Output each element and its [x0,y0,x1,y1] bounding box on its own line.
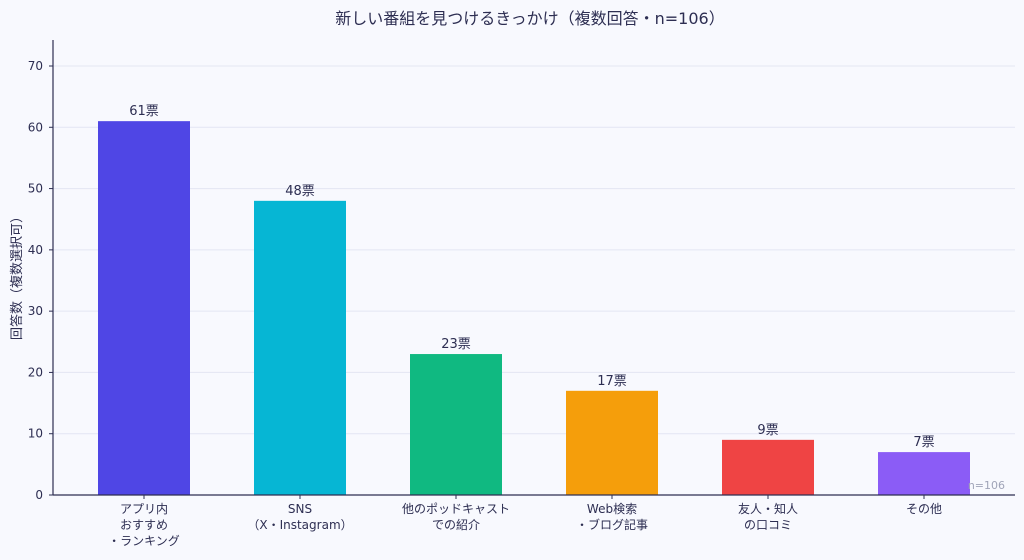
x-tick-label: Web検索 [587,502,637,516]
data-label: 7票 [913,435,934,450]
y-tick-label: 70 [28,59,43,73]
bar [566,390,658,495]
x-tick-label: おすすめ [120,518,168,532]
x-tick-label: での紹介 [432,518,480,532]
sample-size-annotation: n=106 [968,479,1005,492]
y-tick-label: 40 [28,243,43,257]
x-tick-label: その他 [906,502,942,516]
x-tick-label: SNS [288,502,312,516]
x-tick-label: （X・Instagram） [247,518,352,532]
bar [722,439,814,495]
chart-title: 新しい番組を見つけるきっかけ（複数回答・n=106） [335,9,724,28]
data-label: 9票 [757,423,778,438]
x-tick-label: アプリ内 [120,502,168,516]
data-label: 48票 [285,184,315,199]
y-tick-label: 30 [28,304,43,318]
bar [98,121,190,496]
y-tick-label: 60 [28,120,43,134]
y-axis-label: 回答数（複数選択可） [9,210,25,340]
bar [410,354,502,495]
x-tick-label: 他のポッドキャスト [402,502,510,516]
x-tick-label: 友人・知人 [738,502,798,516]
y-tick-label: 20 [28,365,43,379]
y-tick-label: 10 [28,427,43,441]
x-tick-label: ・ブログ記事 [576,517,648,532]
data-label: 17票 [597,374,627,389]
bar [254,200,346,496]
x-tick-label: の口コミ [744,518,792,532]
data-label: 23票 [441,337,471,352]
y-tick-label: 0 [35,488,43,502]
data-label: 61票 [129,104,159,119]
y-tick-label: 50 [28,182,43,196]
bar [878,452,970,495]
x-tick-label: ・ランキング [108,534,180,548]
